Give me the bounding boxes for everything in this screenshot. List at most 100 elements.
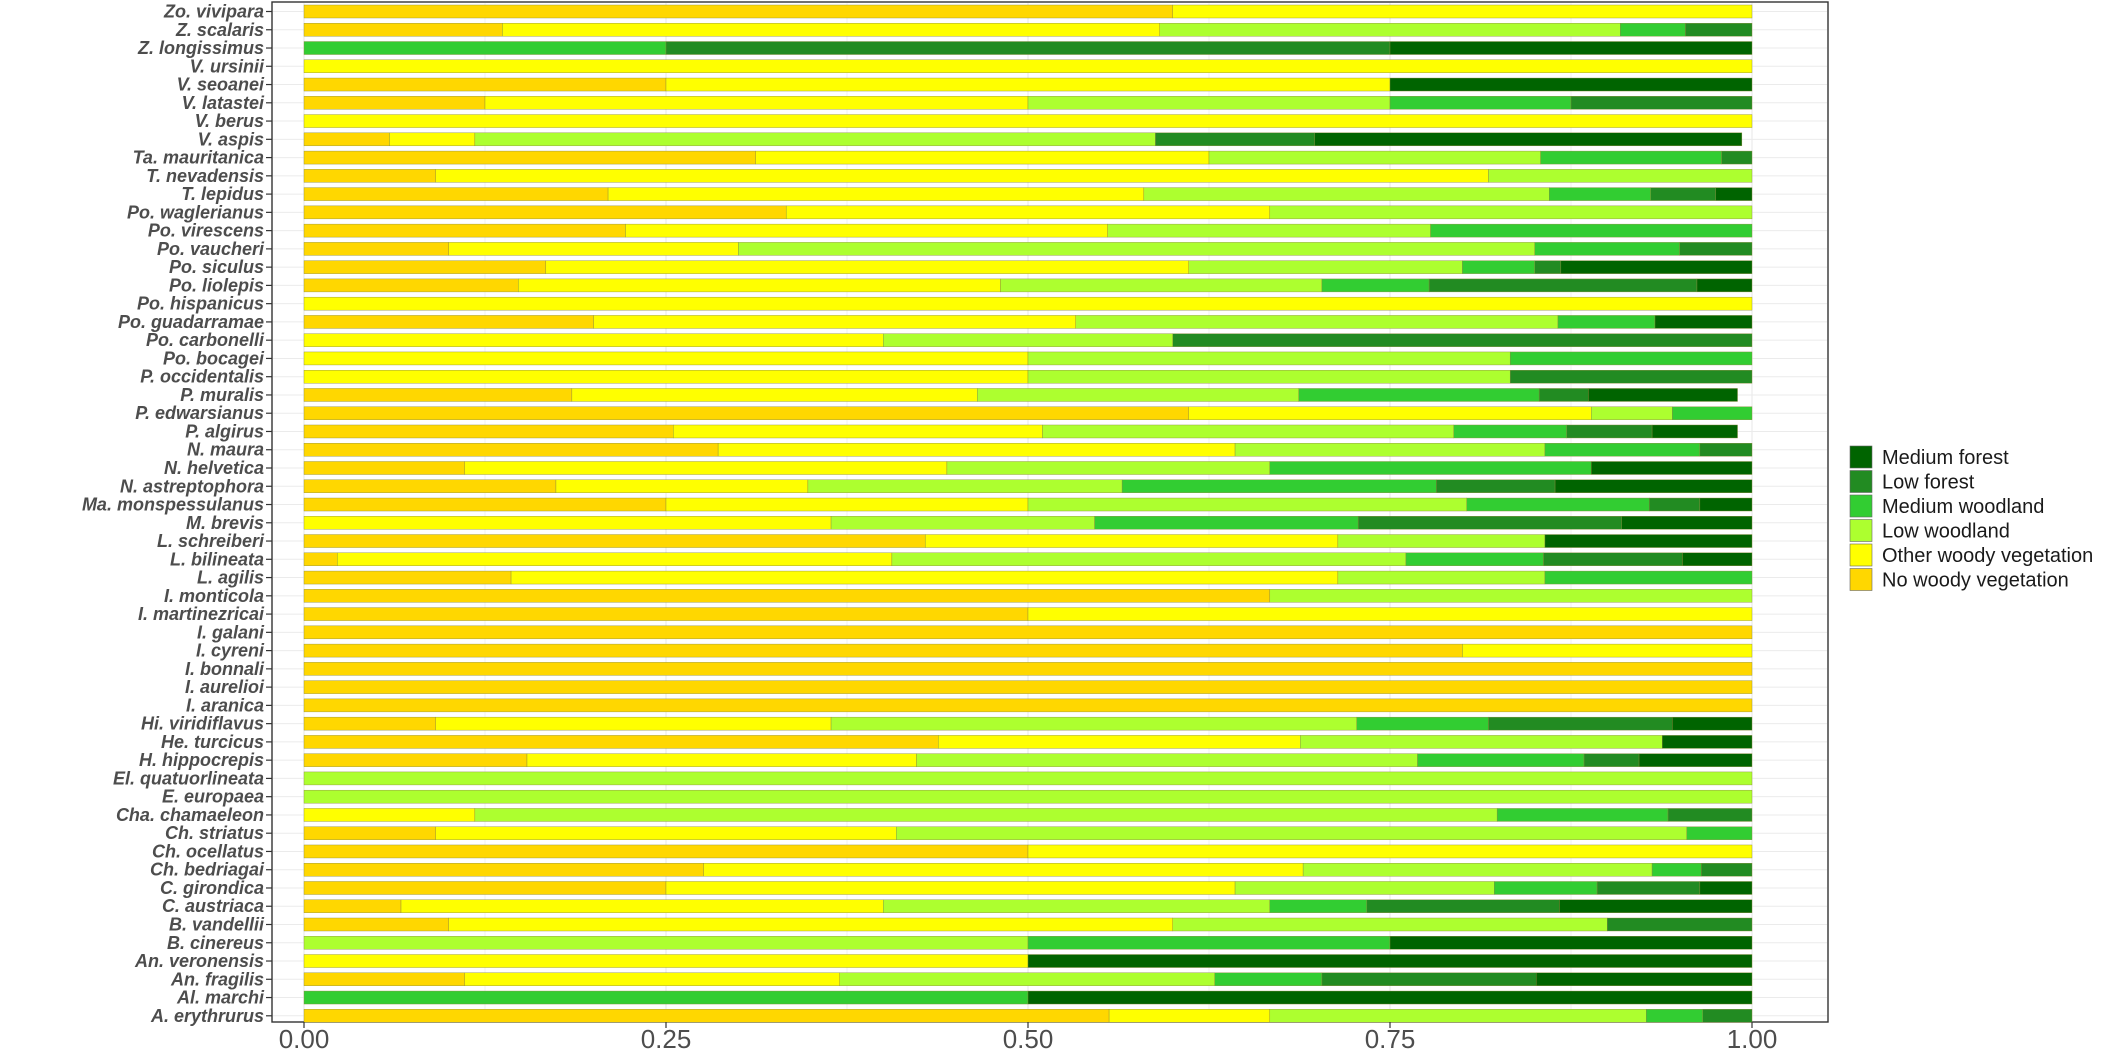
- bar-segment: [1269, 205, 1753, 220]
- category-label: Z. longissimus: [137, 38, 264, 58]
- bar-segment: [510, 570, 1339, 585]
- bar-segment: [665, 77, 1391, 92]
- bar-segment: [1405, 552, 1544, 566]
- bar-segment: [303, 278, 519, 293]
- bar-segment: [1686, 826, 1753, 840]
- bar-segment: [1543, 552, 1683, 566]
- bar-segment: [1172, 333, 1753, 347]
- bar-segment: [303, 716, 436, 731]
- bar-segment: [303, 662, 1753, 676]
- bar-segment: [303, 954, 1029, 968]
- legend-label: No woody vegetation: [1882, 570, 2069, 592]
- bar-segment: [303, 260, 547, 274]
- bar-segment: [938, 735, 1301, 749]
- bar-segment: [1188, 260, 1463, 274]
- bar-segment: [303, 552, 338, 566]
- bar-segment: [571, 388, 978, 402]
- bar-segment: [1462, 260, 1536, 274]
- legend-swatch: [1849, 470, 1873, 493]
- bar-segment: [1302, 863, 1653, 877]
- bar-segment: [1702, 1009, 1753, 1023]
- bar-segment: [474, 132, 1156, 147]
- category-label: I. cyreni: [196, 641, 265, 661]
- bar-segment: [1300, 735, 1663, 749]
- bar-segment: [303, 863, 704, 877]
- bar-segment: [896, 826, 1688, 840]
- bar-segment: [1509, 370, 1753, 384]
- x-tick-label: 0.50: [1003, 1024, 1054, 1052]
- bar-segment: [665, 497, 1029, 512]
- bar-segment: [1662, 735, 1753, 749]
- category-label: Ch. striatus: [165, 823, 264, 843]
- bar-segment: [303, 589, 1271, 603]
- bar-segment: [303, 424, 674, 439]
- bar-segment: [625, 223, 1108, 238]
- bar-segment: [1583, 753, 1640, 767]
- category-label: I. martinezricai: [138, 604, 265, 624]
- category-label: Hi. viridiflavus: [141, 714, 264, 734]
- category-label: B. vandellii: [169, 915, 265, 935]
- bar-segment: [1027, 96, 1391, 110]
- category-label: N. maura: [187, 440, 264, 460]
- bar-segment: [303, 534, 926, 548]
- bar-segment: [1650, 187, 1717, 201]
- bar-segment: [303, 443, 719, 457]
- bar-segment: [717, 443, 1236, 457]
- bar-segment: [303, 370, 1029, 384]
- bar-segment: [303, 205, 787, 220]
- bar-segment: [303, 1009, 1110, 1023]
- bar-segment: [1143, 187, 1550, 201]
- bar-segment: [303, 826, 436, 840]
- bar-segment: [1172, 4, 1753, 19]
- bar-segment: [1648, 497, 1701, 512]
- bar-segment: [1356, 716, 1489, 731]
- legend-label: Low forest: [1882, 472, 1975, 494]
- bar-segment: [303, 114, 1753, 128]
- bar-segment: [1027, 370, 1511, 384]
- bar-segment: [1591, 461, 1753, 475]
- bar-segment: [1679, 242, 1753, 256]
- bar-segment: [435, 826, 897, 840]
- category-label: Po. liolepis: [169, 275, 264, 295]
- bar-segment: [303, 497, 667, 512]
- bar-segment: [1428, 278, 1698, 293]
- bar-segment: [977, 388, 1299, 402]
- bar-segment: [303, 753, 528, 767]
- bar-segment: [1027, 844, 1753, 859]
- category-label: B. cinereus: [167, 933, 264, 953]
- bar-segment: [303, 333, 884, 347]
- bar-segment: [389, 132, 476, 147]
- bar-segment: [1027, 607, 1753, 621]
- bar-segment: [1357, 516, 1622, 530]
- bar-segment: [1121, 479, 1437, 493]
- category-label: I. bonnali: [185, 659, 265, 679]
- bar-segment: [303, 990, 1029, 1005]
- bar-segment: [1651, 863, 1702, 877]
- bar-segment: [593, 315, 1076, 329]
- bar-segment: [1075, 315, 1559, 329]
- bar-segment: [673, 424, 1043, 439]
- legend-label: Medium forest: [1882, 447, 2009, 469]
- bar-segment: [1453, 424, 1567, 439]
- bar-segment: [303, 570, 512, 585]
- category-label: Po. vaucheri: [157, 239, 265, 259]
- category-label: Ch. bedriagai: [150, 860, 265, 880]
- bar-segment: [1536, 972, 1753, 986]
- bar-segment: [1682, 552, 1753, 566]
- bar-segment: [303, 23, 503, 37]
- bar-segment: [1298, 388, 1540, 402]
- bar-segment: [303, 132, 390, 147]
- category-label: P. muralis: [180, 385, 264, 405]
- bar-segment: [303, 150, 756, 165]
- bar-segment: [1208, 150, 1541, 165]
- bar-segment: [883, 899, 1271, 913]
- bar-segment: [1696, 278, 1753, 293]
- bar-segment: [1672, 716, 1753, 731]
- bar-segment: [1538, 388, 1589, 402]
- bar-segment: [303, 899, 402, 913]
- bar-segment: [1699, 497, 1753, 512]
- bar-segment: [916, 753, 1418, 767]
- bar-segment: [1337, 534, 1546, 548]
- category-label: Po. carbonelli: [146, 330, 265, 350]
- category-label: V. seoanei: [177, 75, 265, 95]
